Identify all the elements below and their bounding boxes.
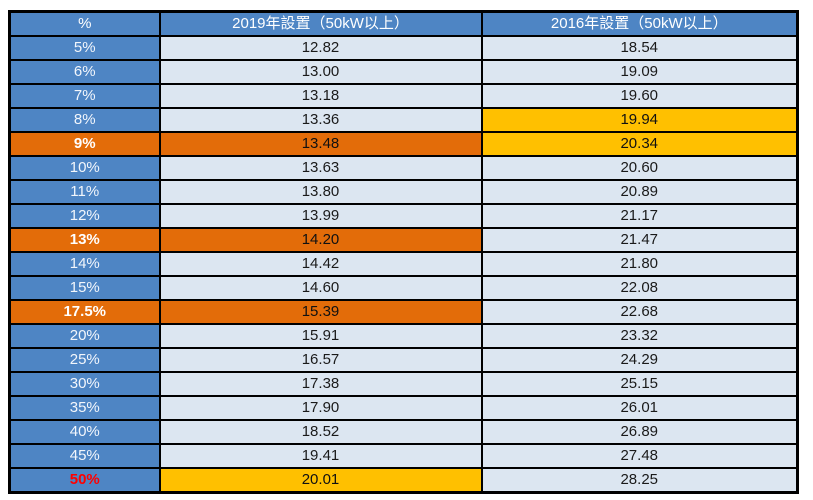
table-row: 6% 13.00 19.09 <box>8 59 799 85</box>
header-row: % 2019年設置（50kW以上） 2016年設置（50kW以上） <box>8 10 799 37</box>
table-row: 45% 19.41 27.48 <box>8 443 799 469</box>
value-2016-cell: 18.54 <box>480 35 799 61</box>
value-2016-cell: 23.32 <box>480 323 799 349</box>
rate-cell: 17.5% <box>8 299 161 325</box>
rate-cell: 30% <box>8 371 161 397</box>
value-2016-cell: 22.68 <box>480 299 799 325</box>
value-2016-cell: 21.47 <box>480 227 799 253</box>
value-2019-cell: 17.38 <box>158 371 483 397</box>
rate-cell: 11% <box>8 179 161 205</box>
value-2016-cell: 22.08 <box>480 275 799 301</box>
rate-cell: 9% <box>8 131 161 157</box>
value-2019-cell: 13.99 <box>158 203 483 229</box>
table-row: 13% 14.20 21.47 <box>8 227 799 253</box>
value-2016-cell: 20.60 <box>480 155 799 181</box>
table-row: 20% 15.91 23.32 <box>8 323 799 349</box>
value-2019-cell: 16.57 <box>158 347 483 373</box>
table-row: 12% 13.99 21.17 <box>8 203 799 229</box>
value-2019-cell: 15.91 <box>158 323 483 349</box>
rate-cell: 20% <box>8 323 161 349</box>
table-row: 40% 18.52 26.89 <box>8 419 799 445</box>
table-row: 50% 20.01 28.25 <box>8 467 799 494</box>
value-2016-cell: 19.09 <box>480 59 799 85</box>
rate-cell: 50% <box>8 467 161 494</box>
rate-cell: 6% <box>8 59 161 85</box>
table-row: 35% 17.90 26.01 <box>8 395 799 421</box>
rate-table-container: % 2019年設置（50kW以上） 2016年設置（50kW以上） 5% 12.8… <box>8 10 799 494</box>
rate-cell: 40% <box>8 419 161 445</box>
rate-cell: 5% <box>8 35 161 61</box>
value-2019-cell: 15.39 <box>158 299 483 325</box>
table-row: 5% 12.82 18.54 <box>8 35 799 61</box>
value-2016-cell: 21.17 <box>480 203 799 229</box>
header-rate: % <box>8 10 161 37</box>
table-row: 15% 14.60 22.08 <box>8 275 799 301</box>
value-2016-cell: 27.48 <box>480 443 799 469</box>
value-2016-cell: 26.89 <box>480 419 799 445</box>
value-2016-cell: 25.15 <box>480 371 799 397</box>
value-2019-cell: 13.80 <box>158 179 483 205</box>
value-2019-cell: 14.20 <box>158 227 483 253</box>
value-2019-cell: 20.01 <box>158 467 483 494</box>
value-2016-cell: 20.34 <box>480 131 799 157</box>
rate-cell: 35% <box>8 395 161 421</box>
rate-cell: 45% <box>8 443 161 469</box>
rate-cell: 10% <box>8 155 161 181</box>
table-row: 10% 13.63 20.60 <box>8 155 799 181</box>
table-row: 8% 13.36 19.94 <box>8 107 799 133</box>
table-row: 25% 16.57 24.29 <box>8 347 799 373</box>
value-2019-cell: 18.52 <box>158 419 483 445</box>
header-2019: 2019年設置（50kW以上） <box>158 10 483 37</box>
rate-cell: 7% <box>8 83 161 109</box>
value-2019-cell: 14.42 <box>158 251 483 277</box>
table-row: 17.5% 15.39 22.68 <box>8 299 799 325</box>
table-row: 30% 17.38 25.15 <box>8 371 799 397</box>
rate-cell: 25% <box>8 347 161 373</box>
value-2019-cell: 17.90 <box>158 395 483 421</box>
rate-table: % 2019年設置（50kW以上） 2016年設置（50kW以上） 5% 12.8… <box>8 10 799 494</box>
value-2016-cell: 21.80 <box>480 251 799 277</box>
rate-cell: 12% <box>8 203 161 229</box>
rate-cell: 15% <box>8 275 161 301</box>
header-2016: 2016年設置（50kW以上） <box>480 10 799 37</box>
value-2016-cell: 19.94 <box>480 107 799 133</box>
rate-cell: 14% <box>8 251 161 277</box>
value-2016-cell: 26.01 <box>480 395 799 421</box>
value-2019-cell: 13.48 <box>158 131 483 157</box>
table-row: 11% 13.80 20.89 <box>8 179 799 205</box>
rate-cell: 8% <box>8 107 161 133</box>
value-2019-cell: 12.82 <box>158 35 483 61</box>
value-2016-cell: 28.25 <box>480 467 799 494</box>
value-2019-cell: 19.41 <box>158 443 483 469</box>
table-body: 5% 12.82 18.54 6% 13.00 19.09 7% 13.18 19.60 8% 13… <box>8 35 799 494</box>
value-2016-cell: 19.60 <box>480 83 799 109</box>
table-row: 14% 14.42 21.80 <box>8 251 799 277</box>
value-2019-cell: 13.63 <box>158 155 483 181</box>
value-2019-cell: 14.60 <box>158 275 483 301</box>
table-row: 9% 13.48 20.34 <box>8 131 799 157</box>
value-2016-cell: 20.89 <box>480 179 799 205</box>
table-row: 7% 13.18 19.60 <box>8 83 799 109</box>
value-2019-cell: 13.36 <box>158 107 483 133</box>
value-2019-cell: 13.00 <box>158 59 483 85</box>
value-2019-cell: 13.18 <box>158 83 483 109</box>
rate-cell: 13% <box>8 227 161 253</box>
value-2016-cell: 24.29 <box>480 347 799 373</box>
